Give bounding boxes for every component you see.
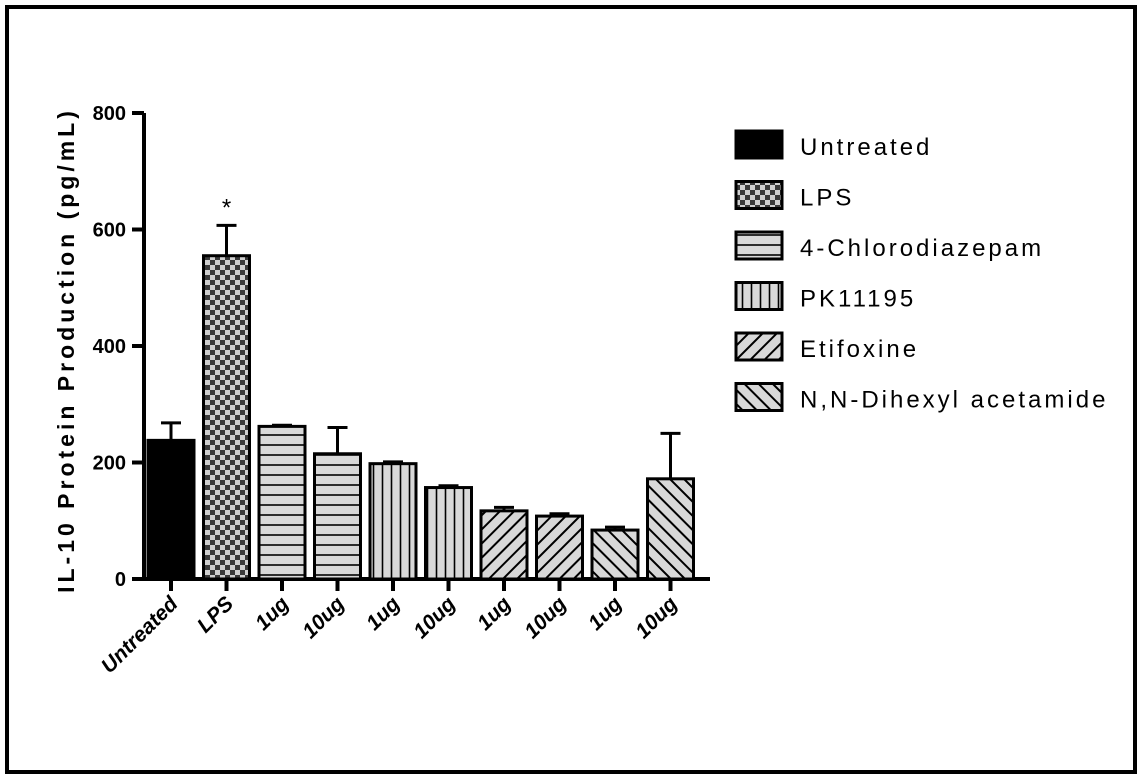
bar — [313, 452, 362, 581]
bars: * — [146, 194, 695, 581]
x-tick-label: 1ug — [584, 592, 627, 635]
bar — [146, 438, 196, 581]
bar — [646, 477, 695, 581]
legend-swatch — [734, 331, 784, 362]
legend-label: N,N-Dihexyl acetamide — [800, 387, 1108, 414]
x-tick-label: 10ug — [520, 592, 571, 643]
x-tick-label: 1ug — [473, 592, 516, 635]
chart-frame — [5, 5, 1137, 774]
y-tick-label: 400 — [93, 336, 126, 358]
legend-label: 4-Chlorodiazepam — [800, 235, 1044, 262]
legend-swatch — [734, 180, 784, 210]
legend-label: PK11195 — [800, 286, 916, 313]
y-axis-label-text: IL-10 Protein Production (pg/mL) — [53, 107, 79, 593]
legend-label: LPS — [800, 185, 854, 212]
x-tick-label: 1ug — [251, 592, 294, 635]
bar — [590, 528, 640, 581]
y-tick-label: 600 — [93, 220, 126, 242]
bar — [202, 254, 251, 581]
significance-annotation: * — [222, 194, 231, 221]
bar — [424, 486, 473, 581]
legend-label: Untreated — [800, 134, 932, 161]
x-tick-label: 10ug — [298, 592, 349, 643]
bar — [535, 514, 584, 581]
x-tick-label: LPS — [193, 592, 238, 637]
legend-swatch — [734, 281, 784, 311]
x-tick-label: Untreated — [97, 591, 183, 677]
x-tick-label: 10ug — [631, 592, 682, 643]
y-axis-label: IL-10 Protein Production (pg/mL) — [53, 107, 79, 593]
legend-label: Etifoxine — [800, 336, 919, 363]
x-tick-label: 10ug — [409, 592, 460, 643]
y-tick-label: 200 — [93, 453, 126, 475]
legend: Untreated LPS 4-Chlorodiazepam PK11195 Etifo… — [734, 129, 1108, 414]
bar — [368, 462, 418, 581]
y-tick-label: 800 — [93, 103, 126, 125]
legend-swatch — [734, 129, 784, 160]
y-tick-label: 0 — [115, 569, 126, 591]
x-tick-label: 1ug — [362, 592, 405, 635]
legend-swatch — [734, 382, 784, 412]
legend-swatch — [734, 230, 784, 261]
x-tick-labels: Untreated LPS 1ug 10ug 1ug 10ug 1ug 10ug 1ug 10ug — [97, 591, 682, 677]
bar — [257, 424, 307, 581]
bar — [479, 509, 529, 581]
